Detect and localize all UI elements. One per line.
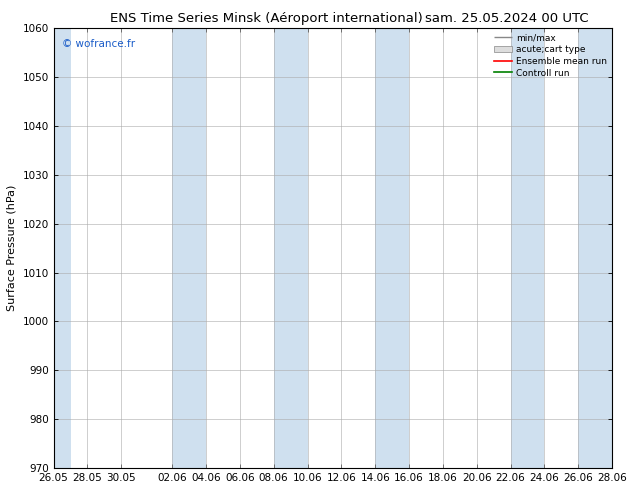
Bar: [510, 28, 545, 468]
Bar: [54, 28, 70, 468]
Bar: [274, 28, 307, 468]
Text: © wofrance.fr: © wofrance.fr: [62, 39, 135, 49]
Bar: [578, 28, 612, 468]
Bar: [375, 28, 409, 468]
Bar: [172, 28, 206, 468]
Text: sam. 25.05.2024 00 UTC: sam. 25.05.2024 00 UTC: [425, 12, 589, 25]
Text: ENS Time Series Minsk (Aéroport international): ENS Time Series Minsk (Aéroport internat…: [110, 12, 423, 25]
Legend: min/max, acute;cart type, Ensemble mean run, Controll run: min/max, acute;cart type, Ensemble mean …: [491, 30, 611, 81]
Y-axis label: Surface Pressure (hPa): Surface Pressure (hPa): [7, 185, 17, 311]
